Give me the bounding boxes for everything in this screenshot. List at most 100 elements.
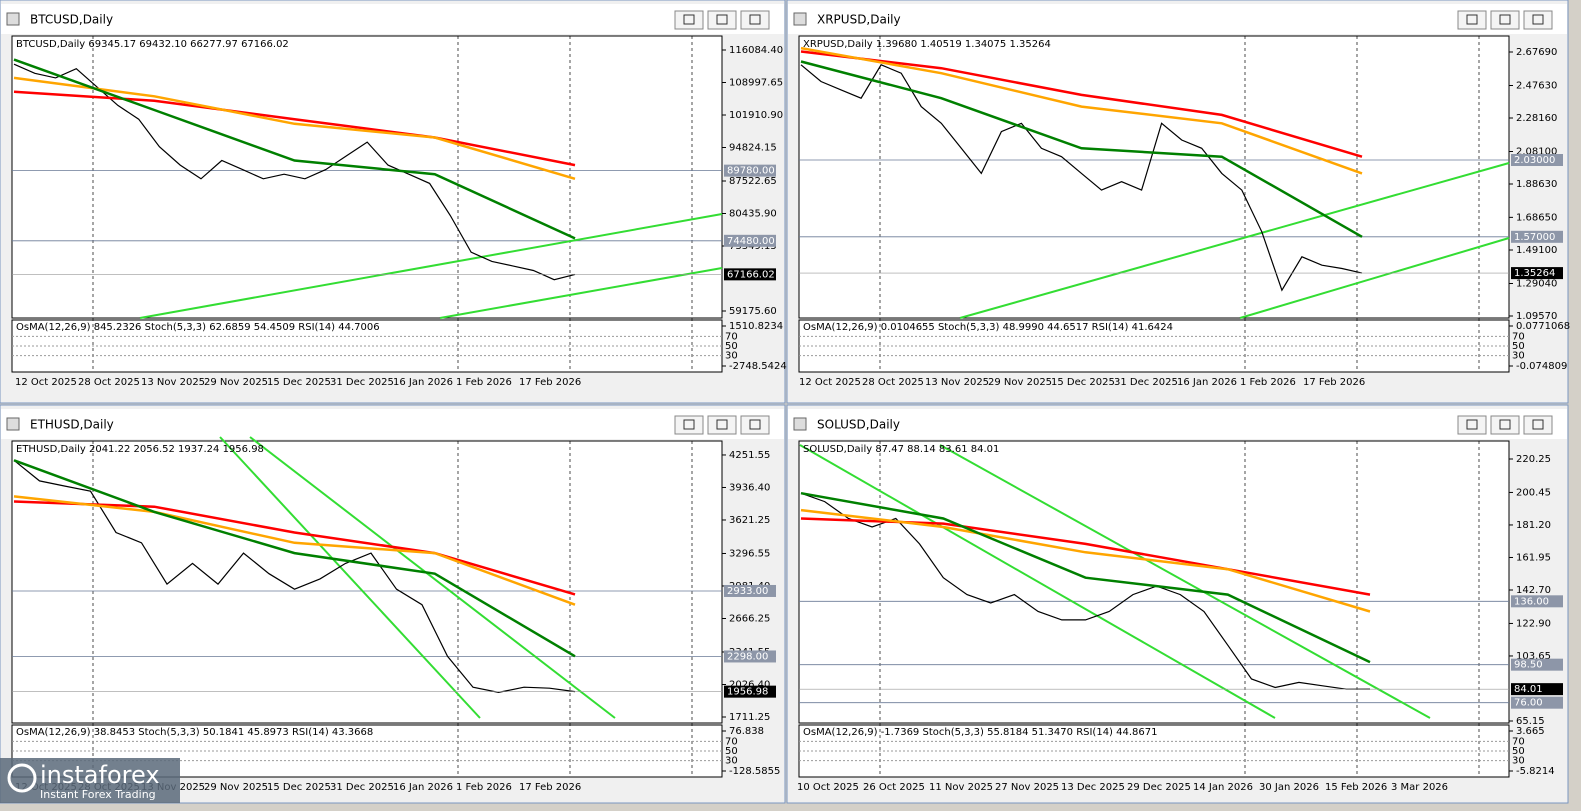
indicator-area [11,319,723,373]
y-tick-label: 2.28160 [1516,113,1557,124]
price-line [13,459,576,694]
window-title: XRPUSD,Daily [817,13,901,27]
x-tick-label: 17 Feb 2026 [519,782,581,793]
trend-channel [799,444,1276,719]
last-price-tag: 1.35264 [1514,268,1555,279]
stoch-level-label: 30 [725,756,738,767]
x-tick-label: 29 Dec 2025 [1127,782,1191,793]
plot-area [798,35,1510,319]
maximize-button[interactable] [707,415,737,435]
title-bar [1,409,784,439]
maximize-button[interactable] [707,10,737,30]
x-tick-label: 16 Jan 2026 [393,377,453,388]
x-tick-label: 1 Feb 2026 [456,377,512,388]
close-glyph [1532,419,1544,430]
last-price-bg [1511,267,1563,280]
x-tick-label: 29 Nov 2025 [204,782,268,793]
x-tick-label: 31 Dec 2025 [330,782,394,793]
moving-average [800,46,1363,175]
y-tick-label: 59175.60 [729,306,777,317]
stoch-level-label: 70 [725,331,738,342]
y-tick-label: 65.15 [1516,716,1545,727]
maximize-button[interactable] [1490,415,1520,435]
level-tag: 136.00 [1514,596,1549,607]
x-tick-label: 16 Jan 2026 [393,782,453,793]
x-tick-label: 10 Oct 2025 [797,782,859,793]
last-price-tag: 84.01 [1514,684,1543,695]
y-tick-label: 2026.40 [729,679,770,690]
x-tick-label: 15 Dec 2025 [267,377,331,388]
close-glyph [1532,14,1544,25]
minimize-button[interactable] [674,10,704,30]
indicator-tick-label: 3.665 [1516,726,1545,737]
close-glyph [749,14,761,25]
close-button[interactable] [1523,415,1553,435]
minimize-button[interactable] [1457,10,1487,30]
indicator-area [798,319,1510,373]
level-tag: 98.50 [1514,660,1543,671]
title-bar [788,4,1567,34]
indicator-label: OsMA(12,26,9) -1.7369 Stoch(5,3,3) 55.81… [803,727,1158,738]
window-title: ETHUSD,Daily [30,418,114,432]
x-tick-label: 29 Nov 2025 [988,377,1052,388]
y-tick-label: 3296.55 [729,548,770,559]
minimize-button[interactable] [674,415,704,435]
close-button[interactable] [740,415,770,435]
maximize-button[interactable] [1490,10,1520,30]
y-tick-label: 108997.65 [729,78,783,89]
minimize-button[interactable] [1457,415,1487,435]
trend-channel [139,213,723,319]
moving-average [800,60,1363,238]
moving-average [13,500,576,596]
y-tick-label: 101910.90 [729,110,783,121]
x-tick-label: 11 Nov 2025 [929,782,993,793]
x-tick-label: 15 Dec 2025 [267,782,331,793]
level-tag: 74480.00 [727,236,775,247]
indicator-tick-label: 76.838 [729,726,764,737]
close-glyph [749,419,761,430]
y-tick-label: 1.29040 [1516,278,1557,289]
y-tick-label: 1.49100 [1516,245,1557,256]
y-tick-label: 94824.15 [729,143,777,154]
indicator-label: OsMA(12,26,9) 845.2326 Stoch(5,3,3) 62.6… [16,322,380,333]
chart-header: XRPUSD,Daily 1.39680 1.40519 1.34075 1.3… [803,39,1051,50]
x-tick-label: 27 Nov 2025 [995,782,1059,793]
plot-area [11,440,723,724]
level-tag: 76.00 [1514,698,1543,709]
stoch-level-label: 30 [1512,351,1525,362]
stoch-level-label: 30 [1512,756,1525,767]
indicator-tick-label: -128.5855 [729,766,780,777]
level-tag-bg [1511,230,1563,243]
moving-average [800,508,1371,613]
stoch-level-label: 50 [1512,746,1525,757]
x-tick-label: 17 Feb 2026 [519,377,581,388]
indicator-label: OsMA(12,26,9) 38.8453 Stoch(5,3,3) 50.18… [16,727,373,738]
level-tag: 1.57000 [1514,232,1555,243]
window-title: SOLUSD,Daily [817,418,900,432]
y-tick-label: 122.90 [1516,618,1551,629]
logo-bg [0,758,180,803]
y-tick-label: 2.67690 [1516,47,1557,58]
window-icon [793,12,807,26]
title-bar [788,409,1567,439]
x-tick-label: 17 Feb 2026 [1303,377,1365,388]
close-button[interactable] [740,10,770,30]
level-tag-bg [724,584,776,597]
y-tick-label: 161.95 [1516,552,1551,563]
price-line [800,492,1371,690]
stoch-level-label: 50 [725,341,738,352]
level-tag: 89780.00 [727,166,775,177]
chart-header: BTCUSD,Daily 69345.17 69432.10 66277.97 … [16,39,289,50]
level-tag: 2933.00 [727,586,768,597]
y-tick-label: 3936.40 [729,482,770,493]
close-button[interactable] [1523,10,1553,30]
chart-window: BTCUSD,Daily 116084.40 108997.65 101910.90 9… [0,0,787,404]
x-tick-label: 3 Mar 2026 [1391,782,1448,793]
x-tick-label: 12 Oct 2025 [15,377,77,388]
x-tick-label: 13 Nov 2025 [141,377,205,388]
last-price-tag: 67166.02 [727,269,775,280]
y-tick-label: 1.88630 [1516,179,1557,190]
stoch-level-label: 50 [1512,341,1525,352]
level-tag-bg [1511,696,1563,709]
